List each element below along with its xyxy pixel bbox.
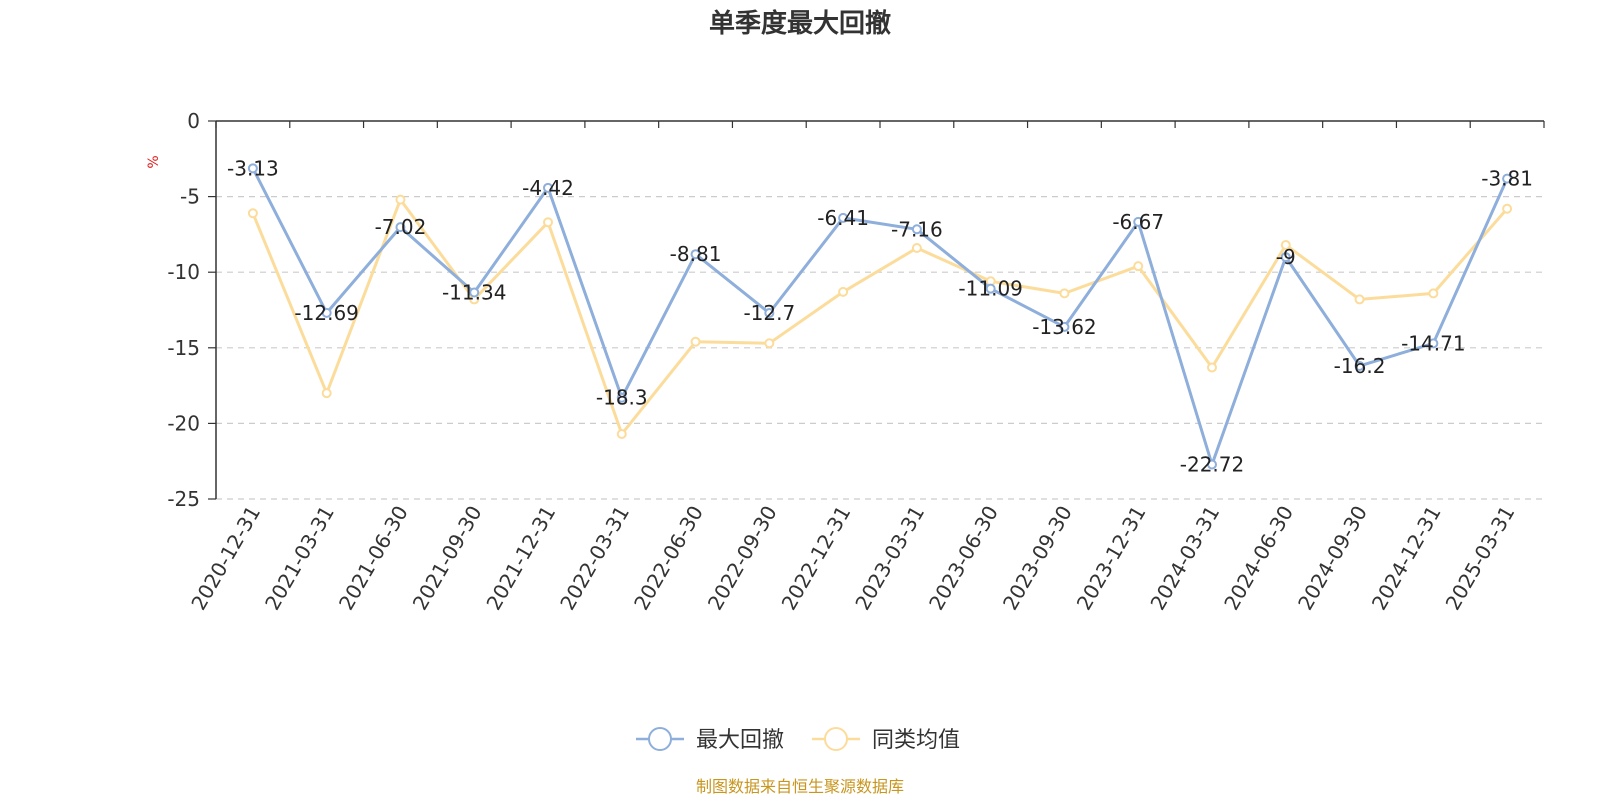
data-point	[1428, 338, 1439, 349]
legend: 最大回撤 同类均值	[636, 727, 960, 753]
chart-title: 单季度最大回撤	[709, 8, 891, 39]
data-point	[247, 163, 258, 174]
data-point	[764, 338, 775, 349]
data-point	[469, 287, 480, 298]
y-tick-label: -15	[167, 336, 200, 360]
data-point	[690, 249, 701, 260]
y-axis-unit: %	[146, 155, 162, 168]
data-point	[838, 212, 849, 223]
data-point	[1133, 261, 1144, 272]
data-point	[838, 286, 849, 297]
data-point	[1280, 252, 1291, 263]
data-label: -11.09	[958, 277, 1022, 301]
data-label: -16.2	[1334, 354, 1386, 378]
data-labels: -3.13 -12.69 -7.02 -11.34 -4.42 -18.3 -8.81 -12…	[227, 156, 1533, 476]
data-label: -18.3	[596, 386, 648, 410]
data-label: -9	[1276, 245, 1296, 269]
data-label: -22.72	[1180, 453, 1244, 477]
x-tick-label: 2022-03-31	[555, 502, 634, 615]
data-point	[321, 307, 332, 318]
data-point	[321, 388, 332, 399]
x-tick-label: 2021-12-31	[481, 502, 560, 615]
data-label: -4.42	[522, 176, 574, 200]
data-point	[1502, 173, 1513, 184]
data-point	[395, 194, 406, 205]
x-tick-label: 2024-09-30	[1293, 502, 1372, 615]
data-label: -6.41	[817, 206, 869, 230]
y-tick-label: 0	[187, 109, 200, 133]
legend-marker	[648, 727, 672, 751]
data-point	[1354, 294, 1365, 305]
x-tick-label: 2025-03-31	[1441, 502, 1520, 615]
data-label: -7.02	[375, 215, 427, 239]
data-label: -12.69	[294, 301, 358, 325]
data-point	[1354, 360, 1365, 371]
data-label: -14.71	[1401, 331, 1465, 355]
data-point	[911, 224, 922, 235]
axes	[215, 120, 1544, 499]
x-tick-label: 2021-09-30	[408, 502, 487, 615]
data-label: -11.34	[442, 280, 506, 304]
series-line	[251, 198, 1509, 436]
y-tick-label: -20	[167, 411, 200, 435]
data-label: -8.81	[670, 242, 722, 266]
x-tick-label: 2023-09-30	[998, 502, 1077, 615]
x-tick-label: 2022-06-30	[629, 502, 708, 615]
data-point	[1207, 459, 1217, 470]
data-label: -6.67	[1112, 210, 1164, 234]
data-point	[247, 208, 258, 219]
x-tick-label: 2021-06-30	[334, 502, 413, 615]
data-point	[985, 283, 996, 294]
data-point	[616, 428, 627, 439]
legend-label: 同类均值	[872, 728, 960, 753]
gridlines	[216, 196, 1544, 500]
x-tick-label: 2024-03-31	[1145, 502, 1224, 615]
x-tick-label: 2022-09-30	[703, 502, 782, 615]
y-tick-label: -25	[167, 487, 200, 511]
data-point	[764, 308, 775, 319]
data-point	[1059, 321, 1070, 332]
data-label: -3.81	[1481, 167, 1533, 191]
data-label: -12.7	[743, 301, 795, 325]
legend-label: 最大回撤	[696, 728, 784, 753]
x-tick-label: 2020-12-31	[186, 502, 265, 615]
series-line	[251, 167, 1509, 466]
data-point	[1280, 239, 1291, 250]
data-point	[1133, 216, 1144, 227]
x-tick-label: 2024-06-30	[1219, 502, 1298, 615]
data-label: -13.62	[1032, 315, 1096, 339]
data-label: -7.16	[891, 217, 943, 241]
series-group	[247, 163, 1513, 470]
data-point	[690, 336, 701, 347]
data-point	[1502, 203, 1513, 214]
data-point	[616, 392, 627, 403]
data-point	[395, 222, 406, 233]
legend-marker	[824, 727, 848, 751]
data-label: -3.13	[227, 156, 279, 180]
data-point	[1059, 288, 1070, 299]
x-tick-label: 2023-03-31	[850, 502, 929, 615]
y-tick-label: -5	[180, 185, 200, 209]
x-tick-label: 2022-12-31	[777, 502, 856, 615]
data-point	[543, 217, 553, 228]
x-tick-label: 2021-03-31	[260, 502, 339, 615]
y-axis-ticks: 0 -5 -10 -15 -20 -25	[167, 109, 216, 511]
source-note: 制图数据来自恒生聚源数据库	[696, 777, 904, 796]
data-point	[911, 243, 922, 254]
x-tick-label: 2024-12-31	[1367, 502, 1446, 615]
data-point	[1428, 288, 1439, 299]
x-tick-label: 2023-12-31	[1072, 502, 1151, 615]
data-point	[1207, 362, 1217, 373]
data-point	[543, 182, 553, 193]
y-tick-label: -10	[167, 260, 200, 284]
x-tick-label: 2023-06-30	[924, 502, 1003, 615]
